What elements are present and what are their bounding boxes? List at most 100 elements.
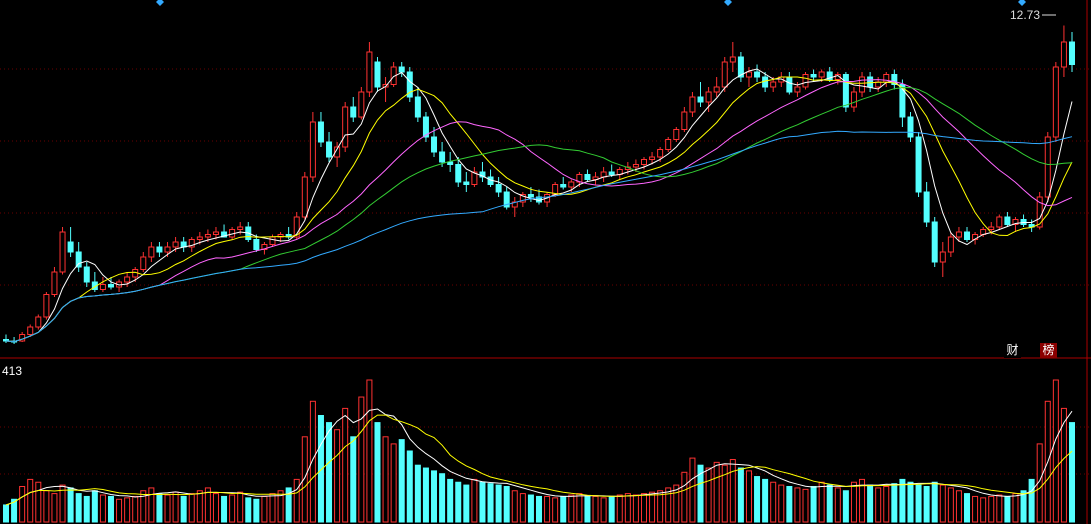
volume-bar [1012,493,1019,523]
volume-bar [245,497,252,523]
candle-body [188,239,195,248]
volume-bar [568,494,575,523]
volume-bar [826,484,833,523]
volume-bar [964,493,971,523]
volume-bar [859,478,866,523]
candle-body [842,74,849,108]
volume-bar [632,494,639,523]
candle-body [414,96,421,118]
candle-body [221,231,228,238]
candle-body [358,91,365,118]
volume-bar [204,487,211,523]
volume-bar [624,493,631,523]
volume-bar [334,429,341,523]
event-diamond-icon [1018,0,1026,6]
candle-body [681,111,688,130]
candle-body [560,184,567,188]
candle-body [237,226,244,230]
candle-body [673,129,680,140]
candle-body [471,171,478,185]
candle-body [640,159,647,165]
volume-bar [1036,443,1043,523]
volume-bar [697,464,704,523]
candle-body [204,234,211,238]
volume-bar [1028,478,1035,523]
candle-body [568,181,575,188]
volume-bar [875,487,882,523]
volume-bar [285,487,292,523]
volume-bar [196,490,203,523]
candle-body [584,174,591,180]
volume-bar [414,464,421,523]
volume-bar [802,488,809,523]
volume-bar [729,459,736,523]
volume-bar [140,490,147,523]
candle-body [261,244,268,250]
volume-bar [366,379,373,523]
volume-bar [689,457,696,523]
volume-bar [293,478,300,523]
candle-body [786,76,793,93]
volume-bar [27,478,34,523]
volume-bar [455,481,462,523]
volume-bar [503,486,510,523]
candle-body [657,149,664,158]
candle-body [51,271,58,295]
marker-cai[interactable]: 财 [1004,343,1021,358]
volume-bar [519,493,526,523]
candle-body [366,51,373,93]
candle-body [326,141,333,158]
volume-bar [762,478,769,523]
candle-body [745,71,752,78]
candle-body [455,164,462,183]
candle-body [35,316,42,328]
candle-body [156,246,163,253]
candle-body [931,221,938,263]
volume-bar [172,491,179,523]
candle-body [293,216,300,238]
volume-bar [11,498,18,523]
candle-body [867,76,874,88]
candle-body [1068,41,1076,65]
candle-body [350,106,357,118]
candle-body [374,61,381,88]
volume-bar [237,491,244,523]
volume-bar [794,487,801,523]
candle-body [67,241,74,253]
volume-bar [229,494,236,523]
candle-body [1052,66,1059,138]
volume-bar [116,498,123,523]
volume-bar [75,493,82,523]
volume-bar [931,481,938,523]
volume-bar [358,396,365,523]
volume-bar [422,467,429,523]
volume-bar [212,493,219,523]
volume-bar [842,490,849,523]
candle-body [196,236,203,240]
volume-bar [221,495,228,523]
volume-bar [834,487,841,523]
volume-bar [867,484,874,523]
volume-bar [317,415,324,523]
volume-bar [818,481,825,523]
candle-body [75,251,82,268]
candle-body [996,216,1003,228]
candle-body [802,74,809,88]
candle-body [859,76,866,93]
volume-bar [713,461,720,523]
volume-bar [59,484,66,523]
candle-body [334,146,341,158]
volume-bar [939,484,946,523]
candle-body [632,164,639,168]
candle-body [107,284,114,288]
marker-bang[interactable]: 榜 [1040,343,1057,358]
volume-bar [326,422,333,523]
volume-bar [132,495,139,523]
candle-body [794,86,801,93]
candle-body [1060,41,1067,68]
candle-body [1004,216,1011,225]
volume-bar [51,493,58,523]
candle-body [124,276,131,283]
candle-body [915,136,922,193]
